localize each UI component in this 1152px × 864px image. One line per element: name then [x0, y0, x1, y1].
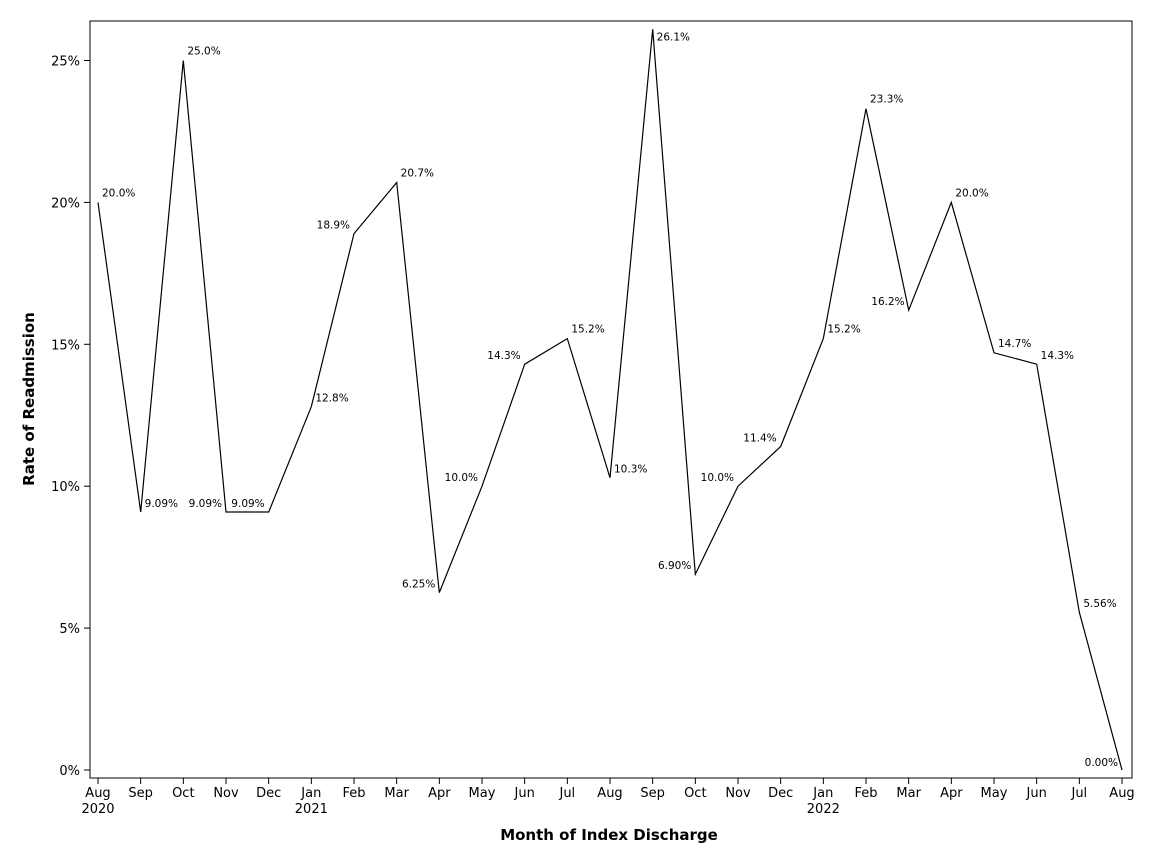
x-tick-label: Jun	[1026, 786, 1047, 801]
x-tick-label: Aug	[1109, 786, 1134, 801]
data-label: 20.0%	[955, 187, 988, 199]
y-tick-label: 10%	[51, 480, 80, 495]
y-axis: 0% 5% 10% 15% 20% 25%	[51, 55, 90, 779]
data-label: 10.3%	[614, 464, 647, 476]
x-tick-label: Jul	[558, 786, 575, 801]
x-year-label: 2020	[81, 802, 114, 817]
data-label: 14.3%	[1041, 350, 1074, 362]
x-tick-label: Mar	[896, 786, 921, 801]
data-label: 23.3%	[870, 94, 903, 106]
data-label: 10.0%	[445, 472, 478, 484]
x-tick-label: Oct	[684, 786, 706, 801]
plot-frame	[89, 20, 1133, 779]
y-tick-label: 20%	[51, 196, 80, 211]
data-label: 12.8%	[315, 393, 348, 405]
data-label: 20.7%	[401, 168, 434, 180]
data-label: 0.00%	[1085, 757, 1118, 769]
series-line	[97, 29, 1123, 771]
x-tick-label: Jan	[812, 786, 833, 801]
x-tick-label: Nov	[725, 786, 751, 801]
data-label: 14.3%	[487, 350, 520, 362]
data-label: 9.09%	[145, 498, 178, 510]
x-tick-label: Oct	[172, 786, 194, 801]
data-label: 15.2%	[571, 324, 604, 336]
data-label: 6.25%	[402, 579, 435, 591]
x-tick-label: Apr	[428, 786, 451, 801]
x-tick-label: Feb	[342, 786, 365, 801]
data-label: 18.9%	[317, 220, 350, 232]
data-label: 14.7%	[998, 338, 1031, 350]
data-label: 9.09%	[189, 498, 222, 510]
data-label: 25.0%	[187, 46, 220, 58]
x-tick-label: Jun	[514, 786, 535, 801]
x-year-label: 2022	[807, 802, 840, 817]
data-label: 15.2%	[827, 324, 860, 336]
data-label: 6.90%	[658, 560, 691, 572]
data-label: 11.4%	[743, 432, 776, 444]
x-tick-label: Jan	[300, 786, 321, 801]
x-axis-title: Month of Index Discharge	[500, 826, 718, 844]
x-tick-label: Jul	[1070, 786, 1087, 801]
x-tick-label: Apr	[940, 786, 963, 801]
y-axis-title: Rate of Readmission	[20, 312, 38, 486]
data-label: 5.56%	[1083, 598, 1116, 610]
x-tick-label: Aug	[85, 786, 110, 801]
y-tick-label: 0%	[59, 764, 80, 779]
x-year-label: 2021	[295, 802, 328, 817]
data-label: 20.0%	[102, 187, 135, 199]
data-label: 26.1%	[657, 31, 690, 43]
x-tick-label: Aug	[597, 786, 622, 801]
y-tick-label: 5%	[59, 622, 80, 637]
x-tick-label: Dec	[768, 786, 793, 801]
y-tick-label: 25%	[51, 55, 80, 70]
y-tick-label: 15%	[51, 338, 80, 353]
x-tick-label: Mar	[384, 786, 409, 801]
x-tick-label: Dec	[256, 786, 281, 801]
data-label: 16.2%	[871, 296, 904, 308]
data-labels: 20.0% 9.09% 25.0% 9.09% 9.09% 12.8% 18.9% 20.7%…	[102, 31, 1118, 769]
x-tick-label: Nov	[213, 786, 239, 801]
x-tick-label: May	[469, 786, 496, 801]
x-tick-label: Sep	[640, 786, 665, 801]
x-tick-label: Sep	[128, 786, 153, 801]
x-tick-label: May	[981, 786, 1008, 801]
data-label: 9.09%	[231, 498, 264, 510]
x-tick-label: Feb	[854, 786, 877, 801]
data-label: 10.0%	[701, 472, 734, 484]
